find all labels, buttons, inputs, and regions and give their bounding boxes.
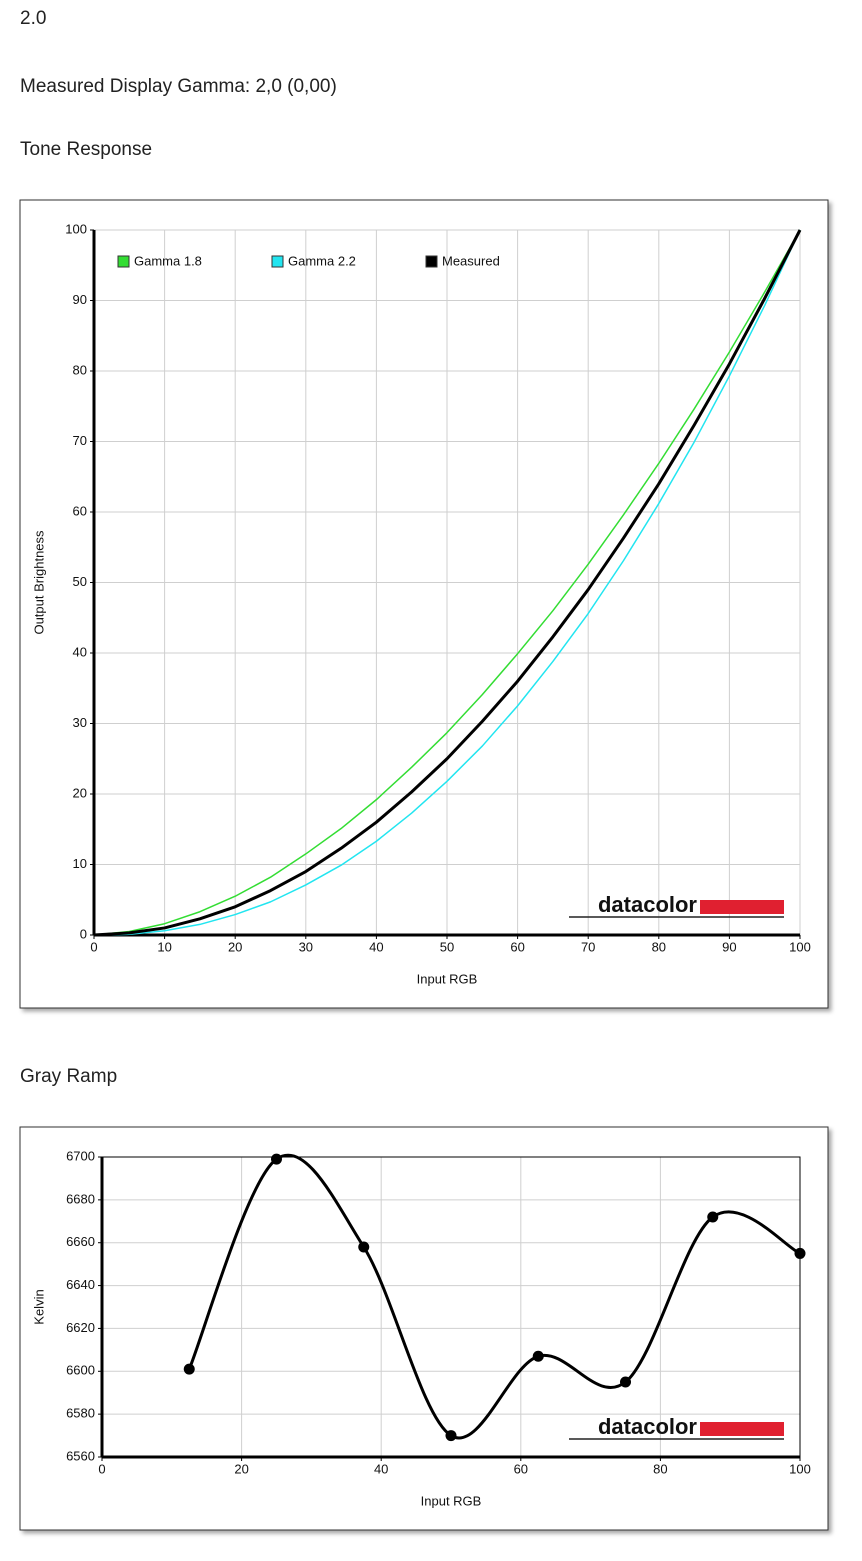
y-tick-label: 70 xyxy=(73,433,87,448)
x-tick-label: 90 xyxy=(722,939,736,954)
x-axis-label: Input RGB xyxy=(421,1493,482,1508)
y-tick-label: 60 xyxy=(73,503,87,518)
y-tick-label: 6700 xyxy=(66,1148,95,1163)
chart-title: Tone Response xyxy=(20,139,152,160)
y-tick-label: 50 xyxy=(73,574,87,589)
x-axis-label: Input RGB xyxy=(417,971,478,986)
y-tick-label: 30 xyxy=(73,715,87,730)
legend-label: Gamma 2.2 xyxy=(288,253,356,268)
data-point xyxy=(183,1363,195,1375)
x-tick-label: 20 xyxy=(234,1461,248,1476)
x-tick-label: 20 xyxy=(228,939,242,954)
x-tick-label: 80 xyxy=(652,939,666,954)
version: 2.0 xyxy=(20,8,46,29)
x-tick-label: 100 xyxy=(789,939,811,954)
x-tick-label: 100 xyxy=(789,1461,811,1476)
y-axis-label: Output Brightness xyxy=(31,530,46,635)
watermark-bar xyxy=(700,900,784,914)
y-tick-label: 40 xyxy=(73,644,87,659)
data-point xyxy=(707,1211,719,1223)
y-tick-label: 6640 xyxy=(66,1277,95,1292)
data-line xyxy=(93,229,802,937)
x-tick-label: 60 xyxy=(510,939,524,954)
x-tick-label: 40 xyxy=(369,939,383,954)
legend-swatch xyxy=(271,255,284,268)
y-tick-label: 6580 xyxy=(66,1406,95,1421)
watermark: datacolor xyxy=(598,892,697,917)
y-tick-label: 6620 xyxy=(66,1320,95,1335)
y-tick-label: 6680 xyxy=(66,1191,95,1206)
x-tick-label: 80 xyxy=(653,1461,667,1476)
gamma-summary: Measured Display Gamma: 2,0 (0,00) xyxy=(20,76,337,97)
data-point xyxy=(620,1376,631,1388)
y-tick-label: 0 xyxy=(80,926,87,941)
watermark-bar xyxy=(700,1422,784,1436)
chart-title: Gray Ramp xyxy=(20,1066,117,1087)
data-point xyxy=(794,1247,806,1259)
watermark: datacolor xyxy=(598,1414,697,1439)
y-tick-label: 6560 xyxy=(66,1448,95,1463)
chart-frame xyxy=(19,199,829,1009)
y-tick-label: 20 xyxy=(73,785,87,800)
y-axis-label: Kelvin xyxy=(31,1289,46,1324)
x-tick-label: 10 xyxy=(157,939,171,954)
legend-swatch xyxy=(117,255,130,268)
x-tick-label: 0 xyxy=(90,939,97,954)
legend-swatch xyxy=(425,255,438,268)
y-tick-label: 80 xyxy=(73,362,87,377)
x-tick-label: 60 xyxy=(514,1461,528,1476)
legend-label: Gamma 1.8 xyxy=(134,253,202,268)
data-point xyxy=(445,1430,457,1442)
y-tick-label: 6660 xyxy=(66,1234,95,1249)
x-tick-label: 50 xyxy=(440,939,454,954)
x-tick-label: 70 xyxy=(581,939,595,954)
y-tick-label: 90 xyxy=(73,292,87,307)
y-tick-label: 10 xyxy=(73,856,87,871)
x-tick-label: 30 xyxy=(299,939,313,954)
data-point xyxy=(271,1153,282,1165)
data-point xyxy=(358,1241,370,1253)
x-tick-label: 40 xyxy=(374,1461,388,1476)
data-line xyxy=(93,229,801,936)
legend-label: Measured xyxy=(442,253,500,268)
data-line xyxy=(93,229,801,936)
y-tick-label: 6600 xyxy=(66,1363,95,1378)
x-tick-label: 0 xyxy=(98,1461,105,1476)
y-tick-label: 100 xyxy=(65,221,87,236)
data-point xyxy=(532,1350,544,1362)
